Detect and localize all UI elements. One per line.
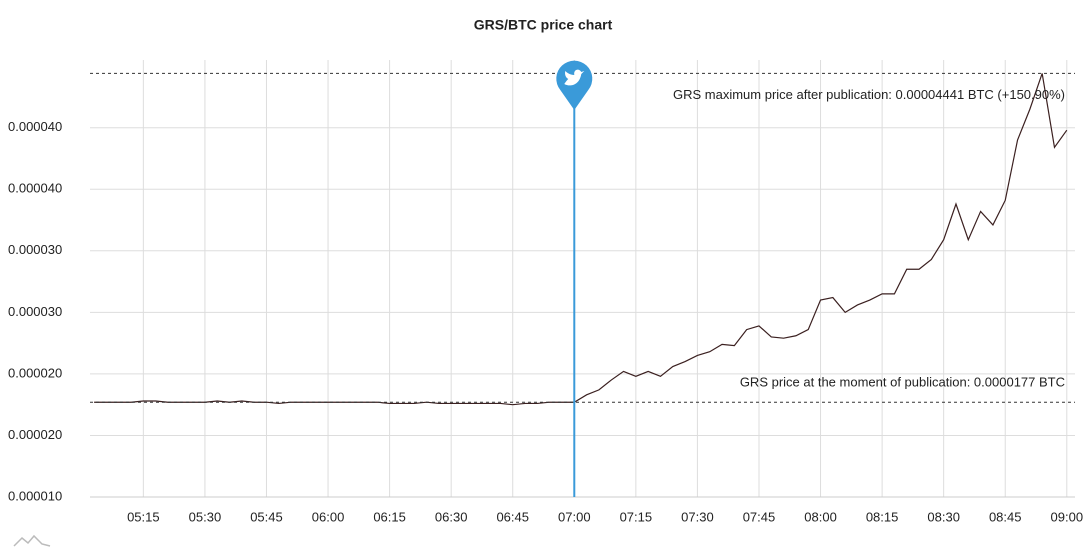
y-tick-label: 0.000040 [8,119,62,134]
publication-annotation: GRS price at the moment of publication: … [740,375,1065,390]
x-tick-label: 08:15 [866,509,899,524]
x-tick-label: 07:15 [620,509,653,524]
x-tick-label: 05:15 [127,509,160,524]
x-tick-label: 06:45 [496,509,529,524]
max-annotation: GRS maximum price after publication: 0.0… [673,87,1065,102]
x-tick-label: 08:00 [804,509,837,524]
y-tick-label: 0.000030 [8,242,62,257]
price-line [94,73,1068,406]
twitter-bird [564,69,585,86]
x-tick-label: 07:30 [681,509,714,524]
y-tick-label: 0.000040 [8,181,62,196]
y-tick-label: 0.000020 [8,427,62,442]
twitter-pin [556,60,593,110]
x-tick-label: 06:15 [373,509,406,524]
x-tick-label: 07:00 [558,509,591,524]
y-tick-label: 0.000030 [8,304,62,319]
logo [13,534,51,547]
x-tick-label: 08:45 [989,509,1022,524]
x-tick-label: 07:45 [743,509,776,524]
x-tick-label: 08:30 [927,509,960,524]
x-tick-label: 06:00 [312,509,345,524]
chart-title: GRS/BTC price chart [474,17,613,33]
x-tick-label: 05:45 [250,509,283,524]
x-tick-label: 09:00 [1051,509,1084,524]
x-tick-label: 05:30 [189,509,222,524]
y-tick-label: 0.000020 [8,365,62,380]
x-tick-label: 06:30 [435,509,468,524]
y-tick-label: 0.000010 [8,488,62,503]
